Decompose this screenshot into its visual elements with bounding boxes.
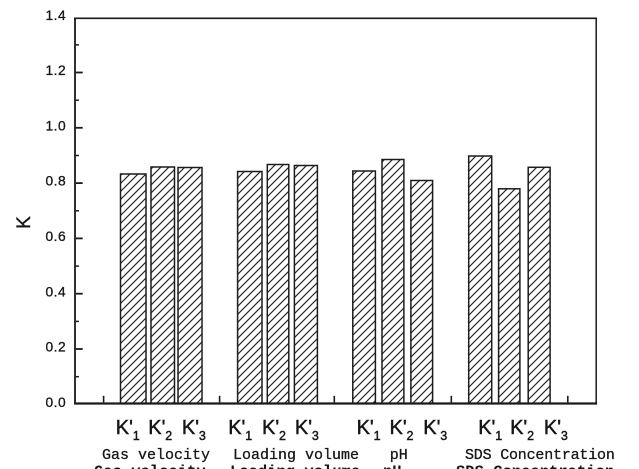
svg-text:K': K' — [478, 417, 495, 439]
svg-text:2: 2 — [527, 429, 534, 443]
svg-text:0.6: 0.6 — [45, 229, 66, 244]
svg-text:1: 1 — [495, 429, 502, 443]
svg-text:0.2: 0.2 — [45, 340, 66, 355]
svg-text:1: 1 — [245, 429, 252, 443]
svg-text:K': K' — [148, 417, 165, 439]
svg-text:1.4: 1.4 — [45, 8, 66, 23]
svg-text:1.0: 1.0 — [45, 118, 66, 133]
svg-text:K': K' — [116, 417, 133, 439]
svg-text:0.8: 0.8 — [45, 174, 66, 189]
svg-text:1: 1 — [374, 429, 381, 443]
svg-text:K': K' — [510, 417, 527, 439]
svg-text:SDS Concentration: SDS Concentration — [465, 447, 615, 464]
svg-text:0.4: 0.4 — [45, 284, 66, 299]
svg-text:K': K' — [357, 417, 374, 439]
svg-text:Loading volume: Loading volume — [230, 463, 360, 469]
svg-text:3: 3 — [199, 429, 206, 443]
svg-text:3: 3 — [440, 429, 447, 443]
svg-text:3: 3 — [312, 429, 319, 443]
svg-text:0.0: 0.0 — [45, 395, 66, 410]
svg-text:Loading volume: Loading volume — [233, 447, 359, 464]
svg-text:1: 1 — [133, 429, 140, 443]
svg-text:K': K' — [390, 417, 407, 439]
svg-text:2: 2 — [279, 429, 286, 443]
svg-text:2: 2 — [407, 429, 414, 443]
svg-text:2: 2 — [165, 429, 172, 443]
svg-text:pH: pH — [383, 463, 402, 469]
svg-text:3: 3 — [561, 429, 568, 443]
svg-text:SDS Concentration: SDS Concentration — [456, 463, 614, 469]
svg-text:K': K' — [423, 417, 440, 439]
svg-text:K': K' — [182, 417, 199, 439]
svg-text:K': K' — [228, 417, 245, 439]
svg-text:1.2: 1.2 — [45, 63, 66, 78]
svg-text:K': K' — [295, 417, 312, 439]
svg-text:Gas velocity: Gas velocity — [94, 463, 206, 469]
svg-text:Gas velocity: Gas velocity — [102, 447, 210, 464]
svg-text:K': K' — [544, 417, 561, 439]
svg-text:pH: pH — [390, 447, 408, 464]
svg-text:K': K' — [262, 417, 279, 439]
svg-text:K: K — [14, 216, 35, 229]
